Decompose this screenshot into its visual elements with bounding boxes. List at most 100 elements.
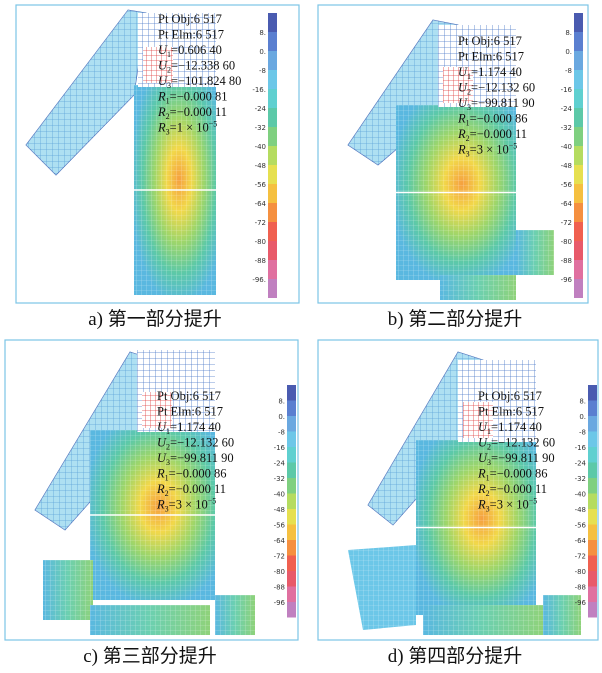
result-line: Pt Obj:6 517 [458,34,522,48]
legend-label: -72 [561,219,572,227]
legend-swatch [268,70,277,89]
result-line: Pt Elm:6 517 [458,50,524,64]
legend-swatch [287,447,296,463]
legend-swatch [574,222,583,241]
legend-label: -80 [575,568,586,576]
legend-label: -80 [255,238,266,246]
legend-swatch [268,51,277,70]
value: =−12.132 60 [170,436,234,450]
legend-label: -64 [255,200,267,208]
legend-label: -56 [575,522,587,530]
legend-label: -56 [274,522,286,530]
legend-swatch [574,203,583,222]
legend-swatch [588,525,597,541]
legend-label: 0. [579,413,586,421]
value: =−99.811 90 [471,96,535,110]
symbol: R [457,127,466,141]
value: =−12.338 60 [171,59,235,73]
value: =−0.000 86 [169,467,227,481]
legend-swatch [574,184,583,203]
legend-label: -16. [252,86,266,94]
label: Pt Obj:6 517 [158,12,222,26]
legend-label: 8. [278,398,285,406]
value: =3 × 10 [169,498,208,512]
label: Pt Obj:6 517 [478,389,542,403]
value: =−0.000 11 [170,105,227,119]
value: =0.606 40 [171,43,222,57]
legend-swatch [574,108,583,127]
legend-swatch [268,279,277,298]
legend-label: -88 [255,257,266,265]
shell-mesh [440,275,516,300]
legend-label: -24 [274,460,286,468]
legend-label: -32 [561,124,572,132]
legend-swatch [268,32,277,51]
legend-swatch [287,432,296,448]
symbol: R [156,467,165,481]
shell-mesh [423,605,543,635]
legend-label: -96 [575,599,587,607]
legend-swatch [268,203,277,222]
legend-swatch [287,463,296,479]
superscript: −5 [509,142,518,151]
legend-swatch [268,13,277,32]
value: =−0.000 11 [490,482,547,496]
label: Pt Obj:6 517 [157,389,221,403]
legend-label: 0. [259,48,266,56]
result-line: Pt Elm:6 517 [158,28,224,42]
figure: Pt Obj:6 517Pt Elm:6 517U1=0.606 40U2=−1… [0,0,602,673]
panel: Pt Obj:6 517Pt Elm:6 517U1=1.174 40U2=−1… [318,340,598,640]
result-line: Pt Obj:6 517 [158,12,222,26]
legend-label: -8 [259,67,266,75]
result-line: Pt Elm:6 517 [478,405,544,419]
legend-swatch [588,602,597,618]
legend-label: -72 [255,219,266,227]
legend-label: -16 [575,444,587,452]
symbol: R [477,467,486,481]
legend-swatch [588,509,597,525]
legend-swatch [588,463,597,479]
symbol: R [157,121,166,135]
legend-swatch [268,260,277,279]
symbol: R [157,105,166,119]
legend-swatch [588,556,597,572]
legend-swatch [287,587,296,603]
legend-label: -48 [255,162,266,170]
legend-label: -16 [561,86,573,94]
shell-mesh [43,560,93,620]
superscript: −5 [529,497,538,506]
legend-swatch [287,540,296,556]
symbol: R [156,498,165,512]
result-line: Pt Obj:6 517 [478,389,542,403]
legend-label: -40 [274,491,285,499]
legend-swatch [287,478,296,494]
legend-label: -96 [561,276,573,284]
value: =−101.824 80 [171,74,241,88]
legend-swatch [287,602,296,618]
legend-label: -8 [579,429,586,437]
superscript: −5 [208,497,217,506]
legend-swatch [574,51,583,70]
legend-label: -48 [274,506,285,514]
legend-label: -48 [561,162,572,170]
value: =−0.000 81 [170,90,228,104]
value: =−0.000 86 [470,112,528,126]
shell-mesh [90,605,210,635]
legend-label: -24 [561,105,573,113]
legend-swatch [268,184,277,203]
legend-label: -40 [561,143,572,151]
legend-label: -72 [575,553,586,561]
legend-swatch [268,241,277,260]
legend-label: -40 [575,491,586,499]
value: =1 × 10 [170,121,209,135]
value: =−0.000 11 [169,482,226,496]
legend-label: -72 [274,553,285,561]
legend-label: -88 [575,584,586,592]
legend-swatch [588,494,597,510]
legend-label: 8. [579,398,586,406]
legend-swatch [268,108,277,127]
legend-swatch [574,279,583,298]
superscript: −5 [209,120,218,129]
